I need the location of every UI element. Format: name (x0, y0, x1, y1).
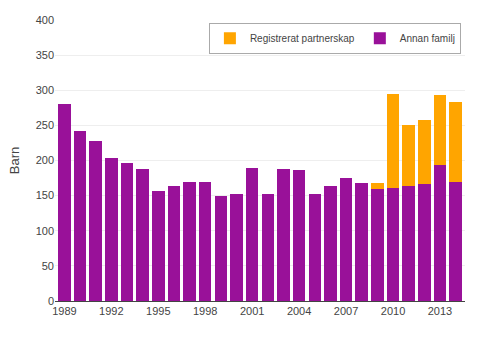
svg-text:2007: 2007 (334, 305, 358, 317)
svg-text:1989: 1989 (52, 305, 76, 317)
svg-text:50: 50 (42, 260, 54, 272)
svg-text:300: 300 (36, 84, 54, 96)
svg-text:Barn: Barn (7, 147, 22, 174)
svg-text:2004: 2004 (287, 305, 311, 317)
svg-text:1995: 1995 (146, 305, 170, 317)
svg-text:200: 200 (36, 154, 54, 166)
svg-text:1998: 1998 (193, 305, 217, 317)
svg-text:1992: 1992 (99, 305, 123, 317)
svg-text:0: 0 (48, 295, 54, 307)
svg-text:Registrerat partnerskap: Registrerat partnerskap (250, 33, 355, 44)
svg-text:350: 350 (36, 49, 54, 61)
svg-text:400: 400 (36, 14, 54, 26)
svg-text:100: 100 (36, 225, 54, 237)
svg-text:2001: 2001 (240, 305, 264, 317)
svg-text:Annan familj: Annan familj (400, 33, 455, 44)
svg-text:250: 250 (36, 119, 54, 131)
svg-text:150: 150 (36, 189, 54, 201)
svg-text:2013: 2013 (428, 305, 452, 317)
svg-text:2010: 2010 (381, 305, 405, 317)
